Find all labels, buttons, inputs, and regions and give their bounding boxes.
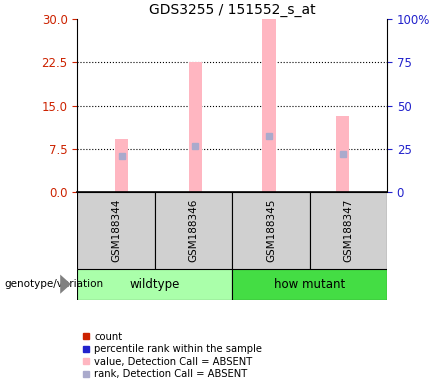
- Text: genotype/variation: genotype/variation: [4, 279, 104, 289]
- Legend: count, percentile rank within the sample, value, Detection Call = ABSENT, rank, : count, percentile rank within the sample…: [83, 331, 262, 379]
- Title: GDS3255 / 151552_s_at: GDS3255 / 151552_s_at: [149, 3, 316, 17]
- Bar: [232, 269, 387, 300]
- Bar: [232, 192, 310, 269]
- Bar: [155, 192, 232, 269]
- Bar: [115, 139, 128, 192]
- Bar: [310, 192, 387, 269]
- Bar: [262, 19, 276, 192]
- Text: how mutant: how mutant: [274, 278, 345, 291]
- Text: GSM188347: GSM188347: [343, 199, 353, 262]
- Bar: [77, 192, 155, 269]
- Text: GSM188345: GSM188345: [266, 199, 276, 262]
- Text: wildtype: wildtype: [129, 278, 180, 291]
- Bar: [189, 63, 202, 192]
- Text: GSM188346: GSM188346: [188, 199, 199, 262]
- Text: GSM188344: GSM188344: [111, 199, 121, 262]
- Bar: [336, 116, 350, 192]
- Bar: [77, 269, 232, 300]
